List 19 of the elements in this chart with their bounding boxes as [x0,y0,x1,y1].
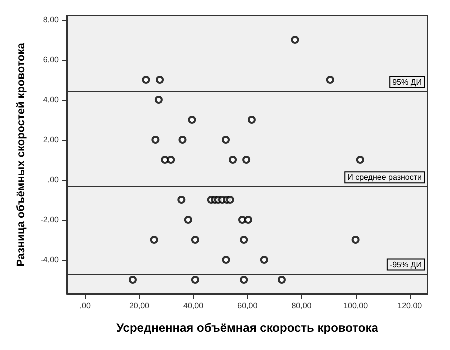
y-tick-label: ,00 [48,176,60,184]
y-tick-label: 8,00 [43,16,60,24]
y-tick-label: -2,00 [40,216,60,224]
ref-line-label: И среднее разности [348,173,422,182]
x-tick-label: 60,00 [238,302,258,310]
x-axis-title: Усредненная объёмная скорость кровотока [116,321,379,335]
y-tick-label: 2,00 [43,136,60,144]
y-tick-label: 6,00 [43,56,60,64]
x-tick-label: 100,00 [344,302,369,310]
ref-line-label: 95% ДИ [392,78,422,87]
y-tick-label: 4,00 [43,96,60,104]
x-tick-label: 80,00 [292,302,312,310]
x-tick-label: 120,00 [398,302,423,310]
x-tick-label: 20,00 [129,302,150,310]
y-tick-label: -4,00 [40,256,60,264]
x-tick-label: 40,00 [184,302,204,310]
x-tick-label: ,00 [80,302,92,310]
ref-line-label: -95% ДИ [390,260,422,270]
y-axis-title: Разница объёмных скоростей кровотока [16,42,28,267]
